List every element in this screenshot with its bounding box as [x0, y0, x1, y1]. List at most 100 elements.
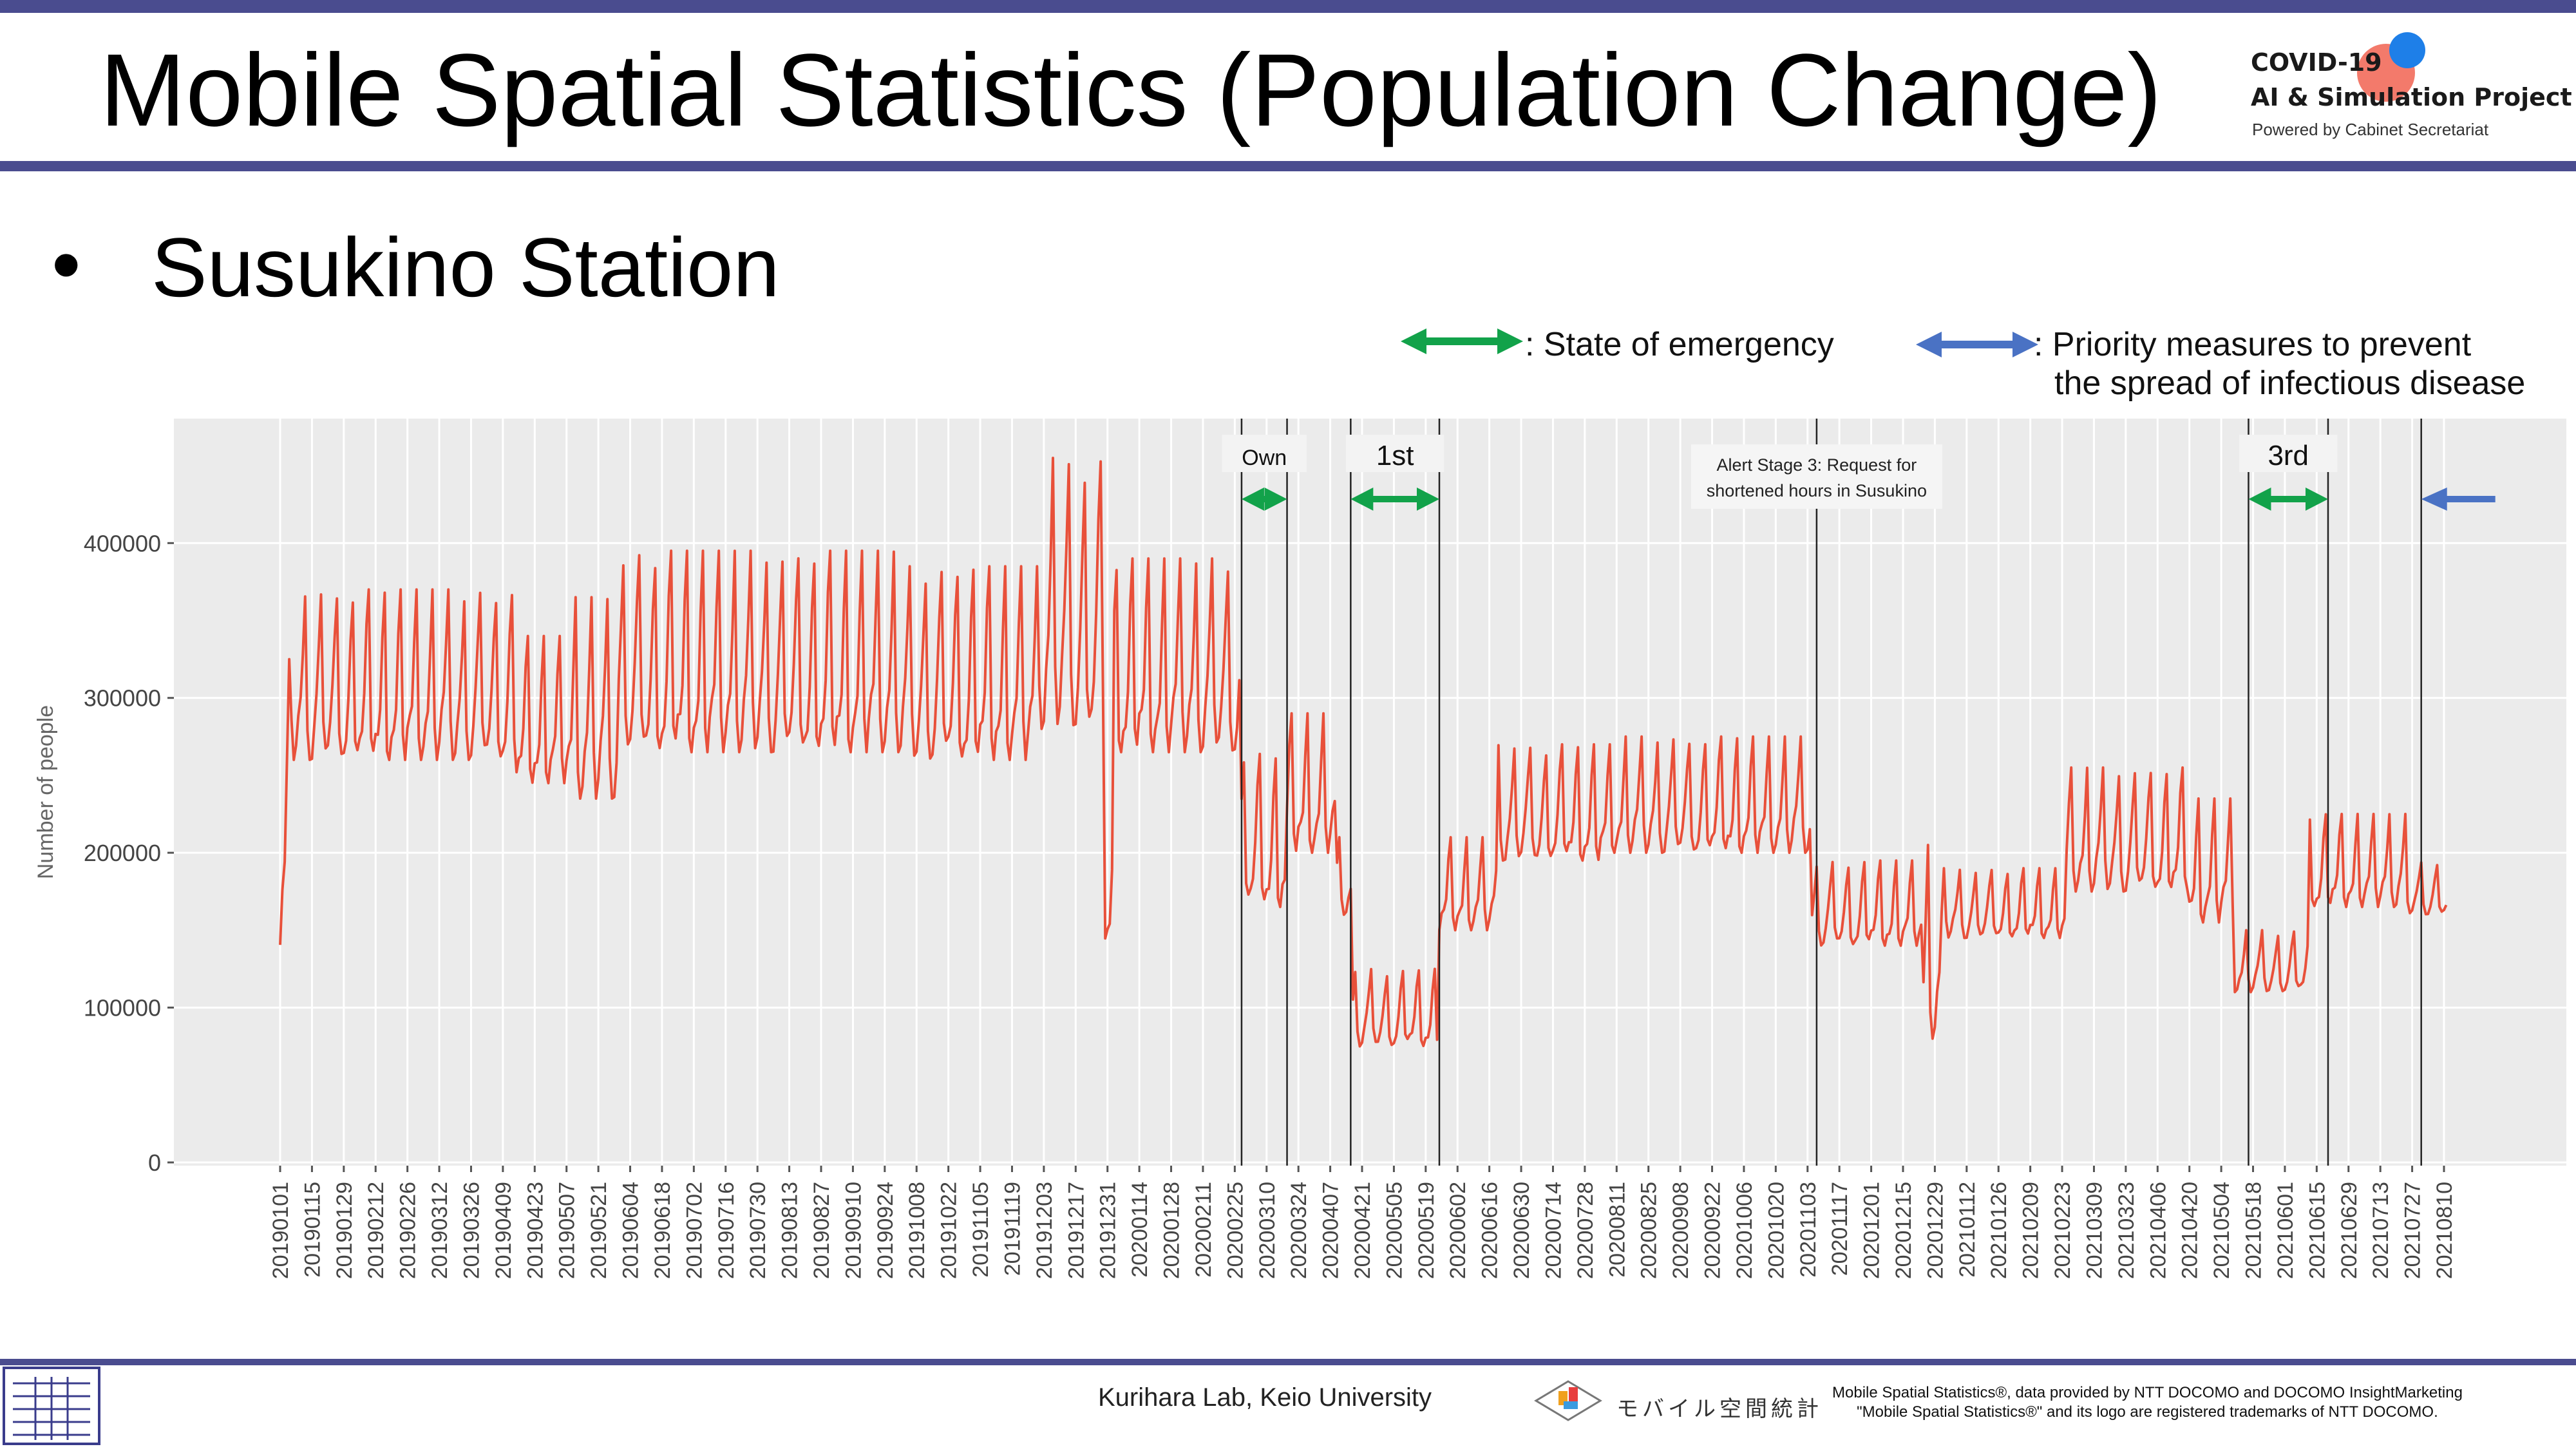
period-label: Own [1242, 446, 1287, 470]
legend-priority-line-1: : Priority measures to prevent [2034, 326, 2472, 363]
annotation-line-2: shortened hours in Susukino [1707, 481, 1927, 500]
x-tick-label: 20190521 [587, 1182, 611, 1279]
x-tick-label: 20200728 [1573, 1182, 1598, 1279]
x-tick-label: 20191022 [937, 1182, 961, 1279]
project-logo: COVID-19 AI & Simulation Project [2251, 45, 2572, 115]
footer-copyright: Mobile Spatial Statistics®, data provide… [1832, 1383, 2463, 1422]
x-tick-label: 20190129 [332, 1182, 357, 1279]
y-axis-title: Number of people [33, 705, 58, 879]
footer-rule [0, 1359, 2576, 1365]
x-tick-label: 20200616 [1478, 1182, 1502, 1279]
x-tick-label: 20190604 [619, 1182, 643, 1279]
x-tick-label: 20210309 [2082, 1182, 2107, 1279]
logo-line-3: Powered by Cabinet Secretariat [2252, 120, 2489, 139]
x-tick-label: 20200225 [1223, 1182, 1247, 1279]
x-tick-label: 20191203 [1032, 1182, 1057, 1279]
x-tick-label: 20200908 [1669, 1182, 1693, 1279]
x-tick-label: 20191217 [1064, 1182, 1088, 1279]
x-tick-label: 20210713 [2369, 1182, 2393, 1279]
period-label-box [1345, 435, 1444, 472]
x-tick-label: 20210223 [2050, 1182, 2075, 1279]
x-tick-label: 20200714 [1541, 1182, 1566, 1279]
x-tick-label: 20190827 [810, 1182, 834, 1279]
x-tick-label: 20210406 [2146, 1182, 2170, 1279]
top-accent-bar [0, 0, 2576, 13]
x-tick-label: 20201020 [1764, 1182, 1788, 1279]
x-tick-label: 20200421 [1350, 1182, 1375, 1279]
x-tick-label: 20200922 [1701, 1182, 1725, 1279]
page-title: Mobile Spatial Statistics (Population Ch… [100, 32, 2162, 147]
legend-emergency: : State of emergency [1525, 326, 1834, 363]
x-tick-label: 20190226 [396, 1182, 421, 1279]
x-tick-label: 20191231 [1096, 1182, 1121, 1279]
population-series-line [279, 457, 2448, 1048]
station-name: Susukino Station [151, 220, 780, 314]
population-line-chart: 0 100000 200000 300000 400000 20190101 2019011… [33, 419, 2566, 1279]
x-tick-label: 20190716 [714, 1182, 739, 1279]
bullet-point: • [52, 217, 81, 311]
x-tick-label: 20210126 [1987, 1182, 2011, 1279]
plot-panel [174, 419, 2566, 1166]
footer-copyright-line-1: Mobile Spatial Statistics®, data provide… [1832, 1384, 2463, 1401]
x-tick-label: 20190212 [364, 1182, 388, 1279]
x-tick-label: 20210615 [2305, 1182, 2329, 1279]
x-tick-label: 20210209 [2019, 1182, 2043, 1279]
priority-arrow-icon [1916, 332, 2038, 357]
x-tick-label: 20190423 [523, 1182, 547, 1279]
x-tick-label: 20191119 [1000, 1182, 1025, 1276]
legend-priority-line-2: the spread of infectious disease [2054, 365, 2526, 402]
x-tick-label: 20190910 [841, 1182, 866, 1279]
x-tick-label: 20210518 [2242, 1182, 2266, 1279]
x-tick-label: 20190618 [650, 1182, 675, 1279]
x-tick-label: 20190101 [269, 1182, 293, 1279]
x-tick-label: 20201117 [1828, 1182, 1852, 1276]
x-tick-label: 20190115 [300, 1182, 325, 1278]
x-tick-label: 20201229 [1923, 1182, 1947, 1279]
x-tick-label: 20191105 [969, 1182, 993, 1278]
footer-copyright-line-2: "Mobile Spatial Statistics®" and its log… [1857, 1403, 2438, 1421]
x-tick-label: 20190507 [555, 1182, 580, 1279]
x-tick-label: 20200519 [1414, 1182, 1439, 1279]
x-tick-label: 20190409 [491, 1182, 516, 1279]
period-label: 3rd [2268, 440, 2309, 471]
y-tick-label: 300000 [84, 685, 161, 712]
period-arrow-head-left [1350, 488, 1374, 511]
x-tick-label: 20200114 [1128, 1182, 1152, 1278]
keio-lab-logo [3, 1367, 100, 1445]
x-tick-label: 20190312 [428, 1182, 452, 1279]
y-tick-label: 200000 [84, 840, 161, 866]
x-tick-label: 20201006 [1732, 1182, 1757, 1279]
period-label-box [1222, 435, 1307, 472]
x-tick-label: 20190702 [682, 1182, 706, 1279]
x-tick-label: 20200128 [1160, 1182, 1184, 1279]
title-underline-bar [0, 161, 2576, 171]
x-tick-label: 20210420 [2178, 1182, 2202, 1279]
x-tick-label: 20190730 [746, 1182, 770, 1279]
y-tick-label: 0 [148, 1150, 161, 1176]
x-tick-label: 20210810 [2432, 1182, 2457, 1279]
period-arrow-head-left [1241, 488, 1264, 511]
x-tick-label: 20200602 [1446, 1182, 1470, 1279]
footer-lab-name: Kurihara Lab, Keio University [1098, 1383, 1432, 1412]
x-tick-label: 20190326 [459, 1182, 484, 1279]
x-tick-label: 20210504 [2210, 1182, 2234, 1279]
x-tick-label: 20200825 [1637, 1182, 1662, 1279]
annotation-box [1690, 444, 1942, 509]
x-tick-label: 20201103 [1796, 1182, 1821, 1278]
x-tick-label: 20201215 [1891, 1182, 1916, 1279]
x-tick-label: 20210601 [2273, 1182, 2298, 1279]
x-tick-label: 20191008 [905, 1182, 929, 1279]
x-tick-label: 20200630 [1510, 1182, 1534, 1279]
period-arrow-head-right [1264, 488, 1287, 511]
x-tick-label: 20210323 [2114, 1182, 2139, 1279]
x-tick-label: 20200407 [1319, 1182, 1343, 1279]
x-tick-label: 20210727 [2401, 1182, 2425, 1279]
annotation-line-1: Alert Stage 3: Request for [1717, 455, 1917, 475]
x-tick-label: 20200811 [1605, 1182, 1629, 1278]
logo-line-1: COVID-19 [2251, 48, 2382, 77]
emergency-arrow-icon [1401, 328, 1523, 354]
logo-line-2: AI & Simulation Project [2251, 83, 2572, 111]
x-tick-label: 20201201 [1860, 1182, 1884, 1279]
y-tick-label: 400000 [84, 530, 161, 556]
period-label-box [2239, 435, 2338, 472]
